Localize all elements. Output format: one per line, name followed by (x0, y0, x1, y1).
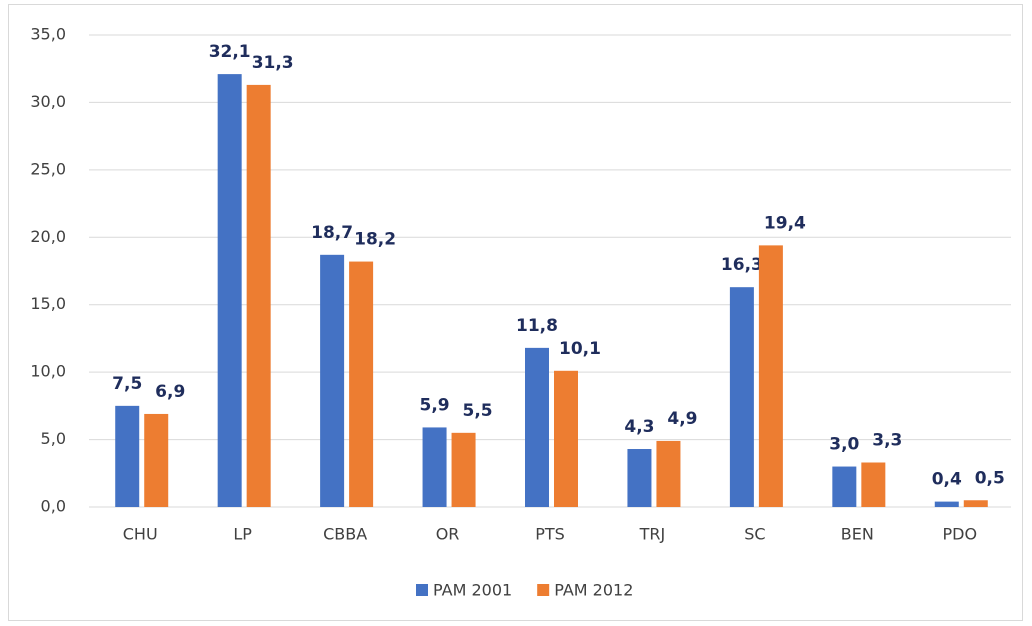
value-label: 32,1 (209, 42, 251, 62)
bar (525, 347, 549, 507)
bar (861, 462, 886, 507)
x-tick-label: CBBA (323, 525, 367, 544)
value-label: 16,3 (721, 255, 763, 275)
legend-label: PAM 2001 (433, 581, 512, 600)
value-label: 31,3 (252, 53, 294, 73)
value-label: 4,3 (624, 417, 654, 437)
bar (320, 254, 345, 507)
bar (349, 261, 374, 507)
value-label: 5,5 (462, 401, 492, 421)
x-tick-label: OR (436, 525, 460, 544)
y-tick-label: 10,0 (30, 362, 66, 381)
y-tick-label: 0,0 (41, 497, 66, 516)
value-label: 11,8 (516, 316, 558, 336)
bar (832, 466, 857, 507)
y-tick-label: 5,0 (41, 429, 66, 448)
bar (246, 84, 271, 507)
x-tick-label: TRJ (639, 525, 666, 544)
bar (758, 245, 783, 507)
y-tick-label: 25,0 (30, 159, 66, 178)
bar (451, 432, 476, 507)
x-tick-label: CHU (123, 525, 158, 544)
bar (963, 500, 988, 507)
x-tick-label: LP (233, 525, 252, 544)
value-label: 3,3 (872, 430, 902, 450)
value-label: 5,9 (419, 395, 449, 415)
x-tick-label: BEN (841, 525, 874, 544)
bar (934, 501, 959, 507)
x-tick-label: SC (744, 525, 765, 544)
bar (217, 74, 242, 507)
legend-label: PAM 2012 (554, 581, 633, 600)
chart-border (8, 4, 1023, 621)
y-tick-label: 15,0 (30, 294, 66, 313)
x-tick-label: PDO (942, 525, 977, 544)
x-tick-label: PTS (535, 525, 565, 544)
value-label: 7,5 (112, 374, 142, 394)
y-tick-label: 20,0 (30, 227, 66, 246)
value-label: 6,9 (155, 382, 185, 402)
legend-swatch (416, 584, 428, 596)
value-label: 18,2 (354, 230, 396, 250)
value-label: 0,5 (975, 468, 1005, 488)
bar (656, 440, 681, 507)
value-label: 0,4 (932, 470, 962, 490)
y-tick-label: 30,0 (30, 92, 66, 111)
value-label: 10,1 (559, 339, 601, 359)
value-label: 3,0 (829, 435, 859, 455)
bar (554, 370, 578, 507)
bar (627, 449, 652, 507)
bar (115, 405, 140, 507)
legend-swatch (537, 584, 550, 596)
bar (729, 287, 754, 507)
value-label: 18,7 (311, 223, 353, 243)
value-label: 19,4 (764, 213, 806, 233)
bar (144, 413, 169, 507)
bar (422, 427, 447, 507)
y-tick-label: 35,0 (30, 25, 66, 44)
value-label: 4,9 (667, 409, 697, 429)
